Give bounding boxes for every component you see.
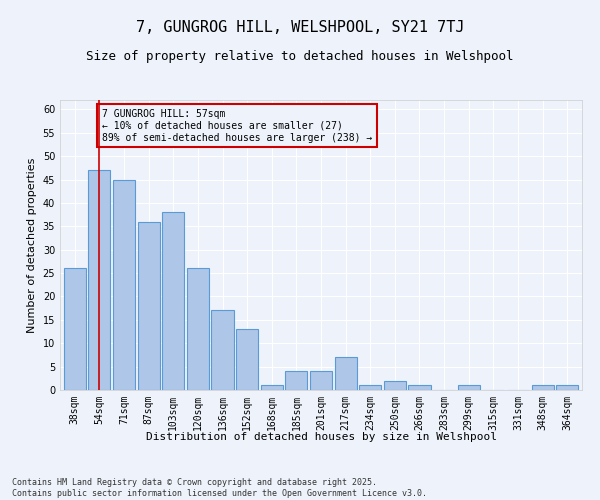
Bar bbox=[384, 380, 406, 390]
Bar bbox=[335, 358, 357, 390]
Bar bbox=[88, 170, 110, 390]
Bar bbox=[113, 180, 135, 390]
Bar bbox=[64, 268, 86, 390]
Bar bbox=[187, 268, 209, 390]
Bar bbox=[236, 329, 258, 390]
Text: Size of property relative to detached houses in Welshpool: Size of property relative to detached ho… bbox=[86, 50, 514, 63]
Text: Distribution of detached houses by size in Welshpool: Distribution of detached houses by size … bbox=[146, 432, 497, 442]
Text: Contains HM Land Registry data © Crown copyright and database right 2025.
Contai: Contains HM Land Registry data © Crown c… bbox=[12, 478, 427, 498]
Bar bbox=[556, 386, 578, 390]
Bar bbox=[359, 386, 382, 390]
Bar bbox=[162, 212, 184, 390]
Text: 7, GUNGROG HILL, WELSHPOOL, SY21 7TJ: 7, GUNGROG HILL, WELSHPOOL, SY21 7TJ bbox=[136, 20, 464, 35]
Text: 7 GUNGROG HILL: 57sqm
← 10% of detached houses are smaller (27)
89% of semi-deta: 7 GUNGROG HILL: 57sqm ← 10% of detached … bbox=[102, 110, 372, 142]
Bar bbox=[458, 386, 480, 390]
Bar bbox=[260, 386, 283, 390]
Bar bbox=[310, 372, 332, 390]
Y-axis label: Number of detached properties: Number of detached properties bbox=[27, 158, 37, 332]
Bar bbox=[409, 386, 431, 390]
Bar bbox=[211, 310, 233, 390]
Bar bbox=[137, 222, 160, 390]
Bar bbox=[285, 372, 307, 390]
Bar bbox=[532, 386, 554, 390]
